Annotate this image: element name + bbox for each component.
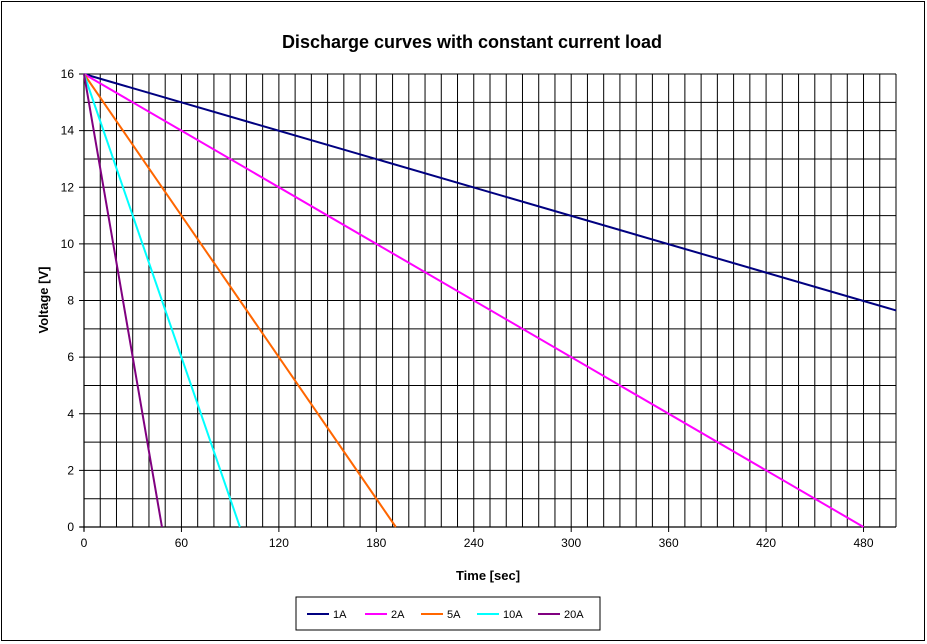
y-tick-labels: 0 2 4 6 8 10 12 14 16 [61, 67, 84, 534]
y-tick-label: 14 [61, 124, 75, 138]
y-tick-label: 12 [61, 180, 75, 194]
x-tick-label: 360 [659, 536, 679, 550]
legend-label-2a: 2A [391, 609, 405, 621]
y-tick-label: 6 [67, 350, 74, 364]
y-tick-label: 2 [67, 463, 74, 477]
x-tick-label: 300 [561, 536, 581, 550]
x-tick-label: 120 [269, 536, 289, 550]
axes [80, 74, 896, 531]
chart-title: Discharge curves with constant current l… [282, 32, 662, 52]
series-line-20a [83, 73, 163, 528]
x-tick-label: 60 [175, 536, 189, 550]
y-tick-label: 0 [67, 520, 74, 534]
series-line-1a [83, 73, 897, 312]
y-tick-label: 10 [61, 237, 75, 251]
legend: 1A 2A 5A 10A 20A [295, 596, 601, 631]
series-line-5a [83, 73, 397, 528]
grid-lines [84, 73, 897, 527]
x-tick-label: 480 [854, 536, 874, 550]
y-tick-label: 8 [67, 294, 74, 308]
x-tick-label: 420 [756, 536, 776, 550]
x-tick-label: 240 [464, 536, 484, 550]
x-tick-label: 180 [366, 536, 386, 550]
series-lines [83, 73, 897, 528]
legend-label-20a: 20A [564, 609, 584, 621]
series-line-2a [83, 73, 865, 528]
series-line-10a [83, 73, 241, 528]
x-axis-label: Time [sec] [456, 568, 520, 583]
y-axis-label: Voltage [V] [36, 267, 51, 334]
legend-label-1a: 1A [333, 609, 347, 621]
y-tick-label: 16 [61, 67, 75, 81]
legend-label-5a: 5A [447, 609, 461, 621]
x-tick-labels: 0 60 120 180 240 300 360 420 480 [81, 527, 874, 550]
legend-label-10a: 10A [503, 609, 523, 621]
y-tick-label: 4 [67, 407, 74, 421]
x-tick-label: 0 [81, 536, 88, 550]
